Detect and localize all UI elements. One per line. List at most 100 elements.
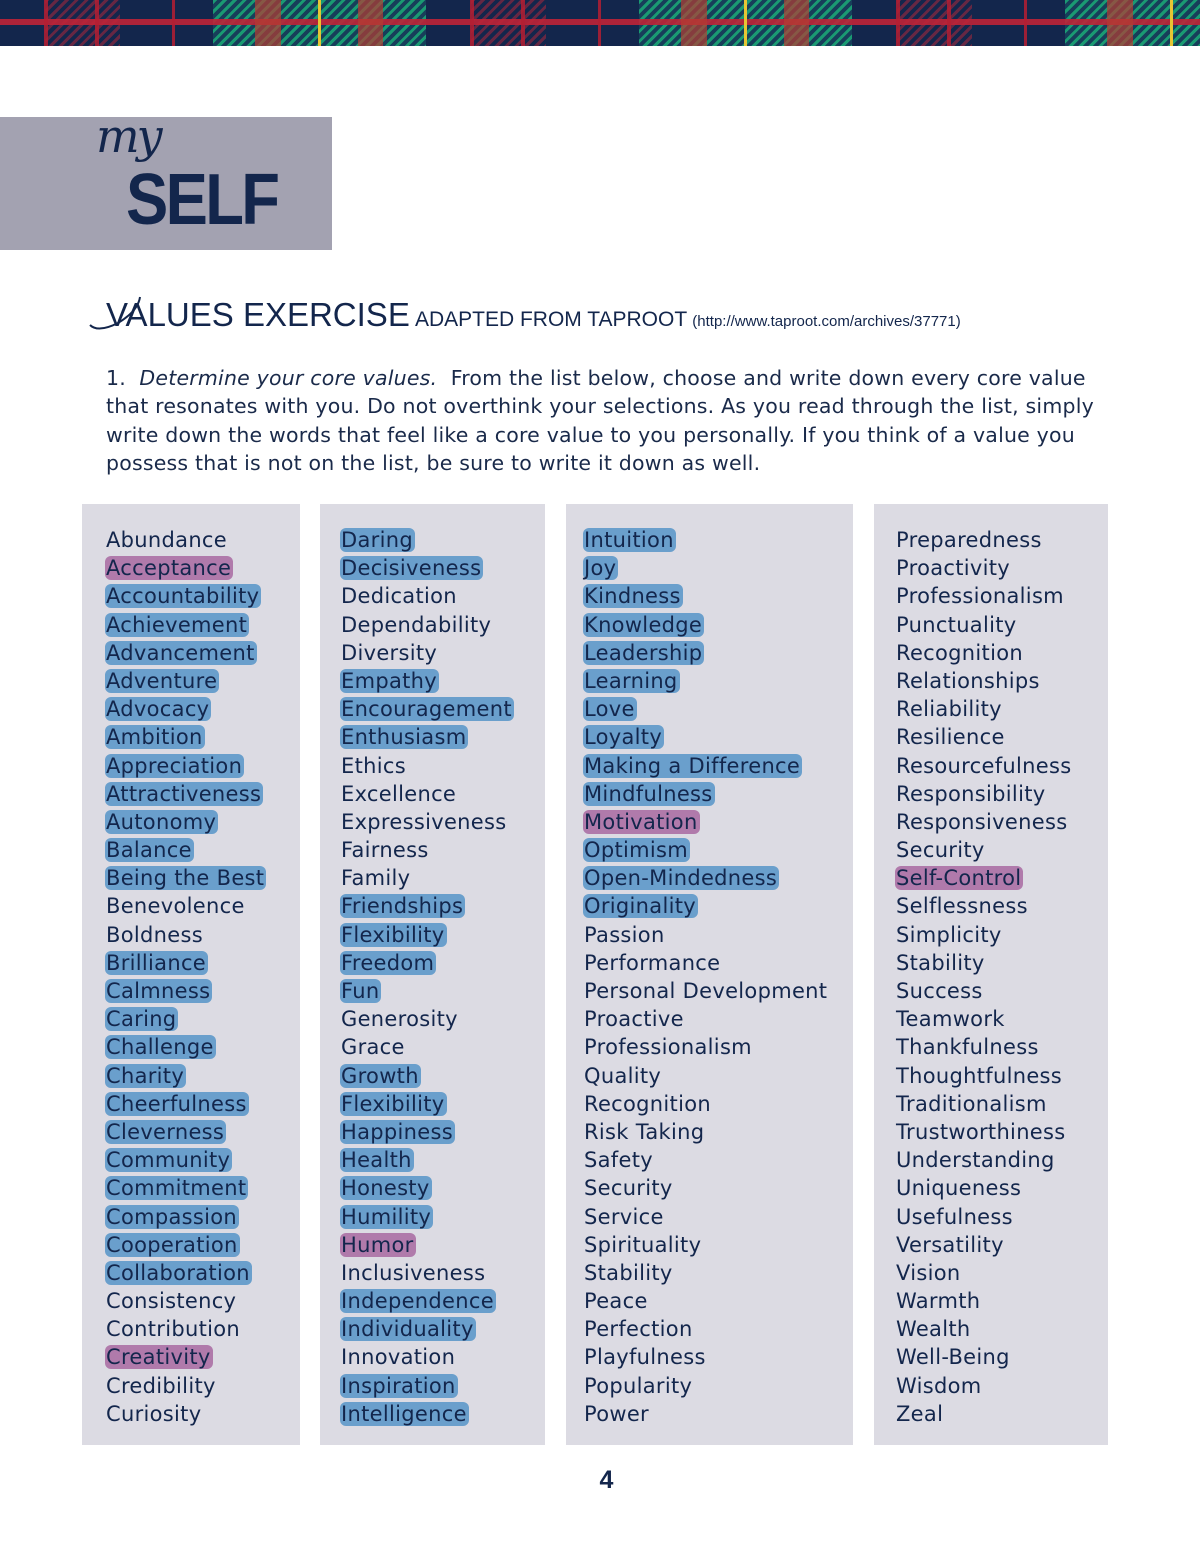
value-label: Boldness <box>106 922 203 947</box>
value-item: Cooperation <box>105 1231 266 1259</box>
value-label: Stability <box>896 950 985 975</box>
highlighted-value: Self-Control <box>895 866 1024 891</box>
value-label: Responsibility <box>896 781 1046 806</box>
value-item: Collaboration <box>105 1259 266 1287</box>
value-item: Security <box>584 1174 829 1202</box>
highlighted-value: Flexibility <box>340 922 447 947</box>
value-item: Balance <box>105 836 266 864</box>
value-label: Popularity <box>584 1373 693 1398</box>
value-item: Independence <box>340 1287 514 1315</box>
value-item: Leadership <box>583 639 829 667</box>
value-item: Thankfulness <box>896 1033 1073 1061</box>
value-label: Abundance <box>106 528 227 552</box>
value-item: Making a Difference <box>583 752 829 780</box>
plaid-banner <box>0 0 1200 46</box>
value-item: Perfection <box>584 1315 829 1343</box>
value-label: Contribution <box>106 1317 240 1342</box>
value-item: Zeal <box>896 1400 1073 1428</box>
highlighted-value: Honesty <box>340 1176 432 1201</box>
value-item: Learning <box>583 667 829 695</box>
page-number: 4 <box>599 1466 614 1494</box>
value-item: Popularity <box>584 1372 829 1400</box>
value-item: Decisiveness <box>340 554 514 582</box>
value-label: Proactive <box>584 1007 684 1032</box>
highlighted-value: Cheerfulness <box>105 1091 249 1116</box>
value-label: Diversity <box>341 640 438 665</box>
value-item: Being the Best <box>105 864 267 892</box>
value-item: Brilliance <box>105 949 266 977</box>
value-label: Selflessness <box>896 894 1028 919</box>
value-item: Cheerfulness <box>105 1090 266 1118</box>
highlighted-value: Balance <box>105 838 194 863</box>
value-item: Security <box>896 836 1073 864</box>
value-item: Excellence <box>341 780 514 808</box>
highlighted-value: Originality <box>583 894 698 919</box>
values-column-1: Abundance Acceptance Accountability Achieve… <box>82 504 300 1445</box>
highlighted-value: Humility <box>340 1204 434 1229</box>
value-item: Relationships <box>896 667 1073 695</box>
value-label: Innovation <box>341 1345 456 1370</box>
highlighted-value: Appreciation <box>105 753 245 778</box>
value-label: Wealth <box>896 1317 971 1342</box>
value-item: Open-Mindedness <box>583 864 829 892</box>
value-item: Traditionalism <box>896 1090 1073 1118</box>
highlighted-value: Kindness <box>583 584 683 609</box>
value-item: Growth <box>340 1062 514 1090</box>
value-item: Contribution <box>106 1315 266 1343</box>
value-item: Cleverness <box>105 1118 266 1146</box>
highlighted-value: Health <box>340 1148 414 1173</box>
value-label: Stability <box>584 1260 673 1285</box>
value-item: Grace <box>341 1033 514 1061</box>
value-label: Excellence <box>341 781 457 806</box>
value-item: Ethics <box>341 752 514 780</box>
highlighted-value: Learning <box>583 668 680 693</box>
highlighted-value: Encouragement <box>340 697 514 722</box>
value-item: Wisdom <box>896 1372 1073 1400</box>
value-label: Quality <box>584 1063 662 1088</box>
value-label: Performance <box>584 950 721 975</box>
value-item: Compassion <box>105 1203 266 1231</box>
value-label: Ethics <box>341 753 406 778</box>
value-item: Teamwork <box>896 1005 1073 1033</box>
highlighted-value: Calmness <box>105 979 213 1003</box>
value-label: Power <box>584 1401 649 1426</box>
highlighted-value: Adventure <box>105 668 220 693</box>
value-label: Vision <box>896 1260 961 1285</box>
value-item: Curiosity <box>106 1400 266 1428</box>
value-item: Risk Taking <box>584 1118 829 1146</box>
value-item: Originality <box>583 892 829 920</box>
value-item: Professionalism <box>584 1033 829 1061</box>
value-item: Autonomy <box>105 808 266 836</box>
value-item: Health <box>340 1146 514 1174</box>
highlighted-value: Collaboration <box>105 1260 252 1285</box>
highlighted-value: Mindfulness <box>583 781 715 806</box>
value-item: Diversity <box>341 639 514 667</box>
value-label: Service <box>584 1204 664 1229</box>
highlighted-value: Joy <box>583 556 619 581</box>
value-item: Resilience <box>896 723 1073 751</box>
source-link[interactable]: (http://www.taproot.com/archives/37771) <box>692 313 961 330</box>
value-item: Joy <box>583 554 829 582</box>
value-label: Generosity <box>341 1007 458 1032</box>
value-label: Safety <box>584 1148 653 1173</box>
value-item: Peace <box>584 1287 829 1315</box>
value-label: Resilience <box>896 725 1005 750</box>
value-label: Security <box>584 1176 673 1201</box>
value-item: Safety <box>584 1146 829 1174</box>
value-item: Service <box>584 1203 829 1231</box>
value-item: Friendships <box>340 892 514 920</box>
value-label: Trustworthiness <box>896 1119 1066 1144</box>
value-item: Love <box>583 695 829 723</box>
values-column-2: Daring Decisiveness Dedication Dependabilit… <box>320 504 545 1445</box>
logo-word: SELF <box>126 160 280 240</box>
value-item: Daring <box>340 526 514 554</box>
value-item: Proactivity <box>896 554 1073 582</box>
value-item: Accountability <box>105 582 266 610</box>
value-item: Attractiveness <box>105 780 266 808</box>
value-item: Loyalty <box>583 723 829 751</box>
value-item: Adventure <box>105 667 266 695</box>
value-item: Reliability <box>896 695 1073 723</box>
value-item: Preparedness <box>896 526 1073 554</box>
highlighted-value: Being the Best <box>105 866 267 891</box>
highlighted-value: Making a Difference <box>583 753 803 778</box>
